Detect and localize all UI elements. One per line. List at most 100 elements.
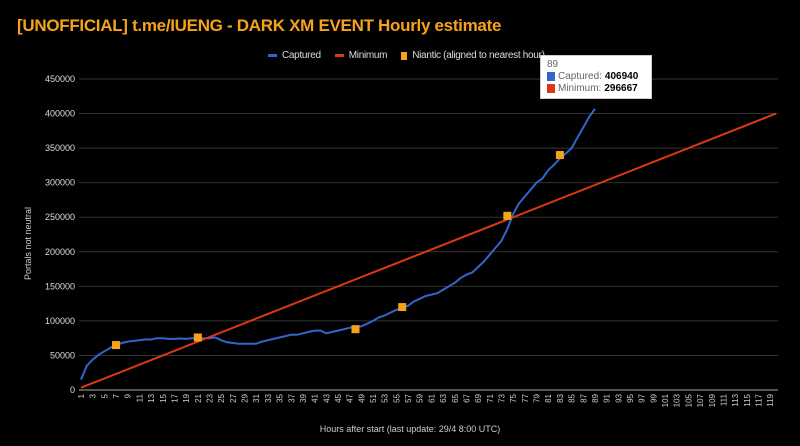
legend-label-minimum: Minimum — [348, 50, 388, 61]
x-tick-label: 103 — [673, 393, 682, 407]
x-tick-label: 73 — [498, 393, 507, 402]
x-tick-label: 81 — [544, 393, 553, 402]
x-tick-label: 17 — [170, 393, 179, 402]
x-tick-label: 13 — [147, 393, 156, 402]
x-tick-label: 101 — [661, 393, 670, 407]
x-tick-label: 43 — [322, 393, 331, 402]
x-tick-label: 37 — [287, 393, 296, 402]
x-tick-label: 21 — [194, 393, 203, 402]
x-tick-label: 91 — [603, 393, 612, 402]
tooltip-swatch-captured — [547, 72, 555, 81]
x-tick-label: 47 — [346, 393, 355, 402]
x-tick-label: 67 — [462, 393, 471, 402]
x-axis-label: Hours after start (last update: 29/4 8:0… — [319, 424, 501, 434]
legend-item-niantic[interactable]: Niantic (aligned to nearest hour) — [401, 50, 545, 61]
data-point-niantic — [112, 341, 121, 350]
x-tick-label: 75 — [509, 393, 518, 402]
x-tick-label: 71 — [486, 393, 495, 402]
x-tick-label: 41 — [311, 393, 320, 402]
tooltip-swatch-minimum — [547, 84, 555, 93]
y-tick-label: 50000 — [50, 350, 75, 360]
x-tick-label: 93 — [614, 393, 623, 402]
legend-label-niantic: Niantic (aligned to nearest hour) — [412, 50, 545, 61]
x-tick-label: 11 — [135, 393, 144, 402]
x-tick-label: 111 — [719, 393, 728, 406]
x-tick-label: 113 — [731, 393, 740, 406]
series-line-minimum — [80, 112, 777, 389]
tooltip-minimum-label: Minimum: — [558, 83, 602, 94]
data-point-niantic — [193, 333, 202, 342]
series-line-captured — [80, 108, 596, 380]
tooltip-row-captured: Captured: 406940 — [547, 71, 645, 82]
legend-item-minimum[interactable]: Minimum — [334, 50, 388, 61]
x-tick-label: 29 — [241, 393, 250, 402]
legend-label-captured: Captured — [282, 50, 321, 61]
y-tick-label: 100000 — [45, 316, 75, 326]
chart-title: [UNOFFICIAL] t.me/IUENG - DARK XM EVENT … — [17, 16, 502, 35]
legend-item-captured[interactable]: Captured — [268, 50, 321, 61]
tooltip-captured-value: 406940 — [604, 71, 639, 82]
data-point-niantic — [503, 211, 512, 220]
x-tick-label: 109 — [708, 393, 717, 407]
x-tick-label: 51 — [369, 393, 378, 402]
legend-swatch-captured — [268, 54, 277, 57]
x-tick-label: 53 — [381, 393, 390, 402]
x-tick-label: 63 — [439, 393, 448, 402]
x-tick-label: 79 — [533, 393, 542, 402]
legend: Captured Minimum Niantic (aligned to nea… — [268, 50, 545, 61]
y-tick-label: 450000 — [45, 74, 75, 84]
data-point-niantic — [351, 325, 360, 334]
x-tick-label: 7 — [112, 393, 121, 398]
x-tick-label: 97 — [638, 393, 647, 402]
x-tick-label: 65 — [451, 393, 460, 402]
x-tick-label: 95 — [626, 393, 635, 402]
x-tick-label: 27 — [229, 393, 238, 402]
x-tick-label: 1 — [77, 393, 86, 398]
x-tick-label: 33 — [264, 393, 273, 402]
x-tick-label: 89 — [591, 393, 600, 402]
x-tick-label: 5 — [100, 393, 109, 398]
tooltip-minimum-value: 296667 — [604, 83, 638, 94]
x-tick-label: 57 — [404, 393, 413, 402]
y-tick-label: 300000 — [45, 178, 75, 188]
y-tick-label: 400000 — [45, 109, 75, 119]
x-tick-label: 85 — [568, 393, 577, 402]
x-tick-label: 77 — [521, 393, 530, 402]
tooltip-row-minimum: Minimum: 296667 — [547, 83, 645, 94]
x-tick-label: 3 — [89, 393, 98, 398]
x-tick-label: 35 — [276, 393, 285, 402]
x-tick-label: 61 — [427, 393, 436, 402]
y-tick-label: 150000 — [45, 281, 75, 291]
x-tick-label: 99 — [649, 393, 658, 402]
x-tick-label: 23 — [205, 393, 214, 402]
x-tick-label: 117 — [754, 393, 763, 406]
x-tick-label: 107 — [696, 393, 705, 407]
y-tick-label: 200000 — [45, 247, 75, 257]
data-point-niantic — [555, 151, 564, 160]
x-tick-label: 19 — [182, 393, 191, 402]
x-tick-label: 115 — [743, 393, 752, 406]
x-tick-label: 83 — [556, 393, 565, 402]
y-axis-label: Portals not neutral — [23, 206, 33, 280]
x-tick-label: 45 — [334, 393, 343, 402]
x-tick-label: 49 — [357, 393, 366, 402]
y-tick-label: 250000 — [45, 212, 75, 222]
x-tick-label: 25 — [217, 393, 226, 402]
x-tick-label: 31 — [252, 393, 261, 402]
x-tick-label: 39 — [299, 393, 308, 402]
x-tick-label: 55 — [392, 393, 401, 402]
data-point-niantic — [398, 303, 407, 312]
x-tick-label: 87 — [579, 393, 588, 402]
legend-swatch-minimum — [334, 54, 344, 57]
tooltip-captured-label: Captured: — [558, 71, 602, 82]
tooltip: 89 Captured: 406940 Minimum: 296667 — [540, 55, 652, 99]
x-tick-label: 69 — [474, 393, 483, 402]
x-tick-label: 105 — [684, 393, 693, 407]
y-tick-label: 350000 — [45, 143, 75, 153]
legend-swatch-niantic — [401, 51, 408, 60]
x-tick-label: 9 — [124, 393, 133, 398]
x-tick-label: 15 — [159, 393, 168, 402]
x-tick-label: 59 — [416, 393, 425, 402]
tooltip-hour: 89 — [547, 59, 559, 70]
